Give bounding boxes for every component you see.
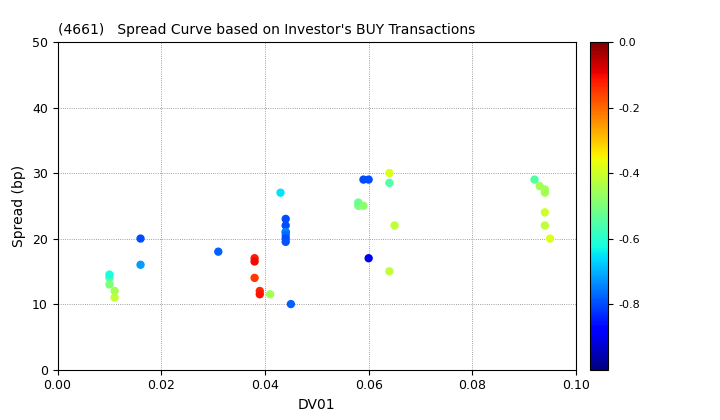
Point bbox=[249, 258, 261, 265]
Point bbox=[358, 176, 369, 183]
Point bbox=[249, 255, 261, 262]
Point bbox=[135, 235, 146, 242]
Point bbox=[280, 228, 292, 235]
Point bbox=[285, 301, 297, 307]
Point bbox=[363, 176, 374, 183]
Point bbox=[254, 288, 266, 294]
Point bbox=[104, 281, 115, 288]
Point bbox=[539, 186, 551, 193]
Point bbox=[212, 248, 224, 255]
Point bbox=[353, 199, 364, 206]
Point bbox=[528, 176, 540, 183]
Point bbox=[389, 222, 400, 229]
Point bbox=[254, 291, 266, 298]
Point bbox=[249, 275, 261, 281]
Point bbox=[280, 215, 292, 222]
Point bbox=[539, 222, 551, 229]
Point bbox=[539, 209, 551, 216]
Point bbox=[109, 294, 120, 301]
Point bbox=[104, 275, 115, 281]
Point bbox=[280, 228, 292, 235]
Point bbox=[384, 170, 395, 176]
Point bbox=[135, 261, 146, 268]
Point bbox=[544, 235, 556, 242]
Point bbox=[534, 183, 546, 189]
Point bbox=[280, 235, 292, 242]
Point bbox=[275, 189, 287, 196]
Point bbox=[264, 291, 276, 298]
Point bbox=[384, 179, 395, 186]
Point bbox=[363, 255, 374, 262]
Point bbox=[280, 239, 292, 245]
Text: (4661)   Spread Curve based on Investor's BUY Transactions: (4661) Spread Curve based on Investor's … bbox=[58, 23, 475, 37]
Point bbox=[109, 288, 120, 294]
Point bbox=[539, 189, 551, 196]
Point bbox=[280, 232, 292, 239]
Y-axis label: Spread (bp): Spread (bp) bbox=[12, 165, 27, 247]
Point bbox=[358, 202, 369, 209]
X-axis label: DV01: DV01 bbox=[298, 398, 336, 412]
Point bbox=[353, 202, 364, 209]
Point bbox=[384, 268, 395, 275]
Point bbox=[280, 222, 292, 229]
Point bbox=[104, 271, 115, 278]
